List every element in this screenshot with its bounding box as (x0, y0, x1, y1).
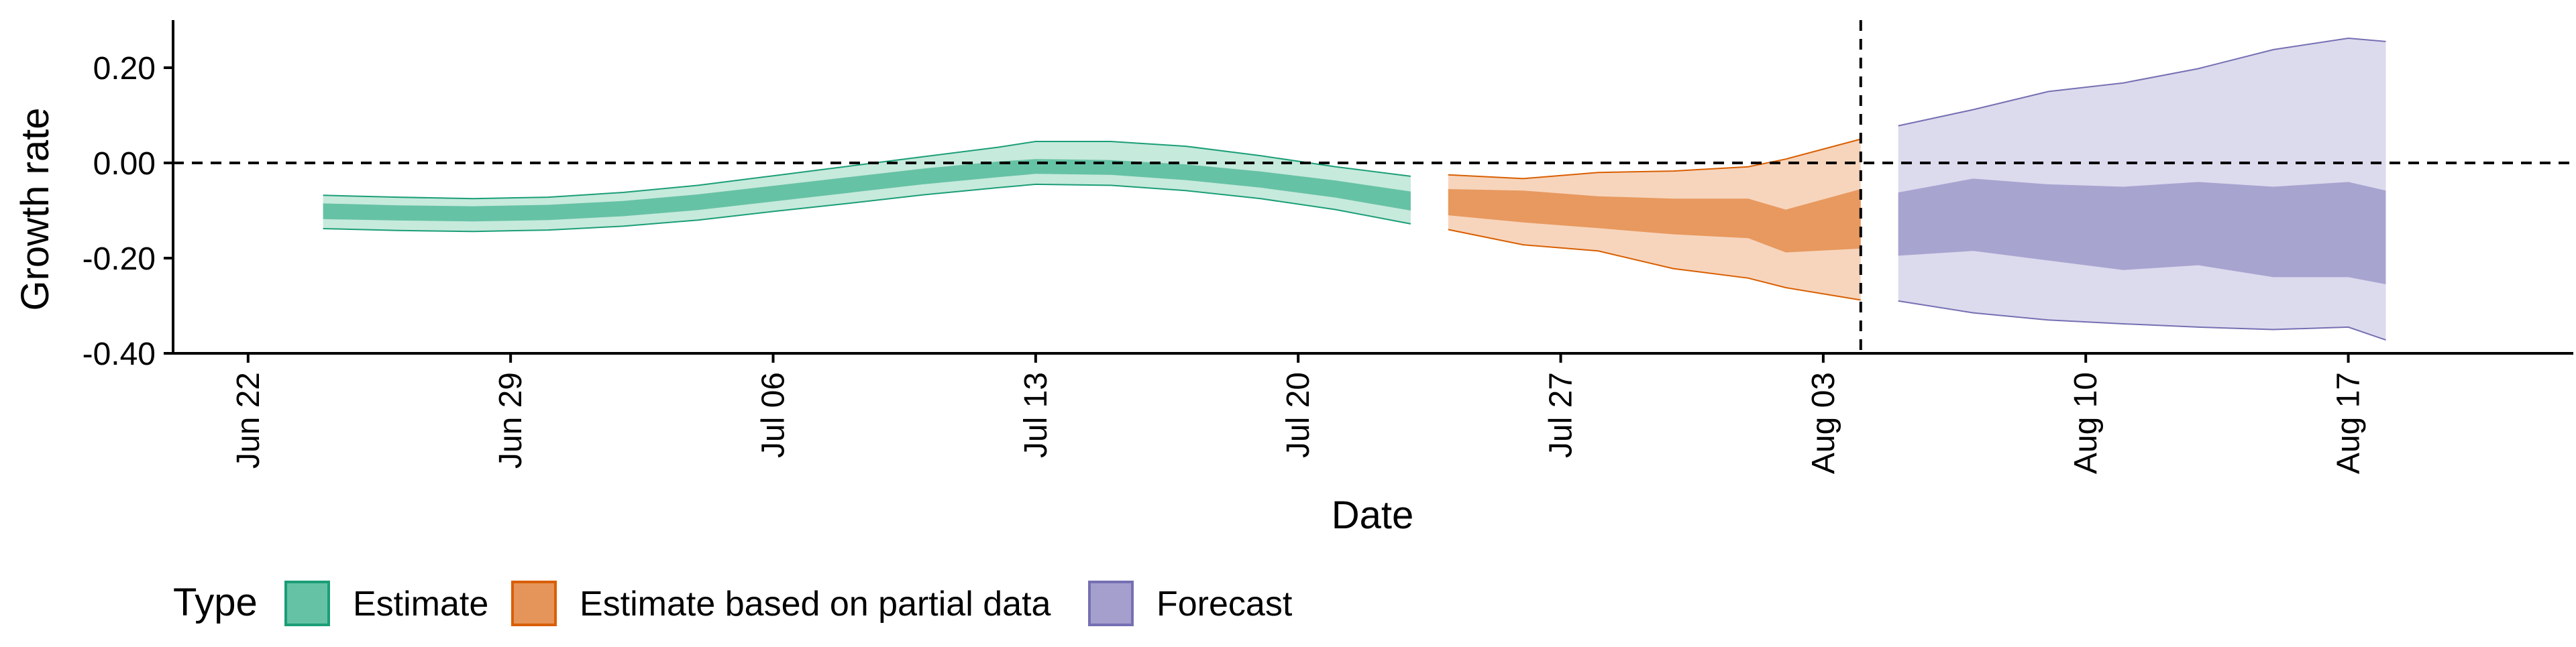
x-tick-label: Jul 06 (756, 372, 792, 458)
y-axis-title: Growth rate (13, 108, 57, 311)
band-upper-edge-forecast (1898, 37, 2386, 127)
legend-label-forecast: Forecast (1157, 585, 1293, 624)
legend-key-estimate (284, 581, 330, 626)
band-lower-edge-estimate-based-on-partial-data (1448, 229, 1861, 301)
x-tick-label: Jul 27 (1544, 372, 1579, 458)
band-50-forecast (1898, 178, 2386, 284)
legend: Type Estimate Estimate based on partial d… (173, 581, 1293, 626)
band-upper-edge-estimate (323, 141, 1411, 200)
legend-label-estimate: Estimate (353, 585, 488, 624)
y-tick-label: 0.00 (93, 146, 156, 182)
band-lower-edge-forecast (1898, 300, 2386, 341)
x-axis-title: Date (1332, 493, 1414, 537)
y-tick-label: -0.20 (83, 241, 156, 277)
x-tick-label: Jul 20 (1281, 372, 1316, 458)
series-forecast (1898, 37, 2386, 341)
axes: 0.20 0.00 -0.20 -0.40 Jun 22 Jun 29 Jul 06 Jul … (83, 20, 2573, 474)
legend-title: Type (173, 581, 258, 624)
band-lower-edge-estimate (323, 183, 1411, 233)
x-tick-label: Jun 29 (493, 372, 529, 469)
x-tick-label: Aug 03 (1806, 372, 1841, 474)
series-estimate-based-on-partial-data (1448, 138, 1862, 301)
series-estimate (323, 141, 1411, 233)
x-tick-label: Aug 17 (2331, 372, 2367, 474)
x-tick-label: Aug 10 (2068, 372, 2104, 474)
band-upper-edge-estimate-based-on-partial-data (1448, 138, 1862, 180)
y-tick-label: -0.40 (83, 337, 156, 372)
x-tick-label: Jun 22 (231, 372, 266, 469)
legend-label-estimate-based-on-partial-data: Estimate based on partial data (580, 585, 1051, 624)
x-tick-label: Jul 13 (1018, 372, 1054, 458)
legend-key-forecast (1088, 581, 1134, 626)
plot-area (173, 20, 2573, 353)
legend-key-estimate-based-on-partial-data (511, 581, 557, 626)
band-50-estimate-based-on-partial-data (1448, 189, 1861, 253)
y-tick-label: 0.20 (93, 51, 156, 86)
band-50-estimate (323, 159, 1411, 222)
